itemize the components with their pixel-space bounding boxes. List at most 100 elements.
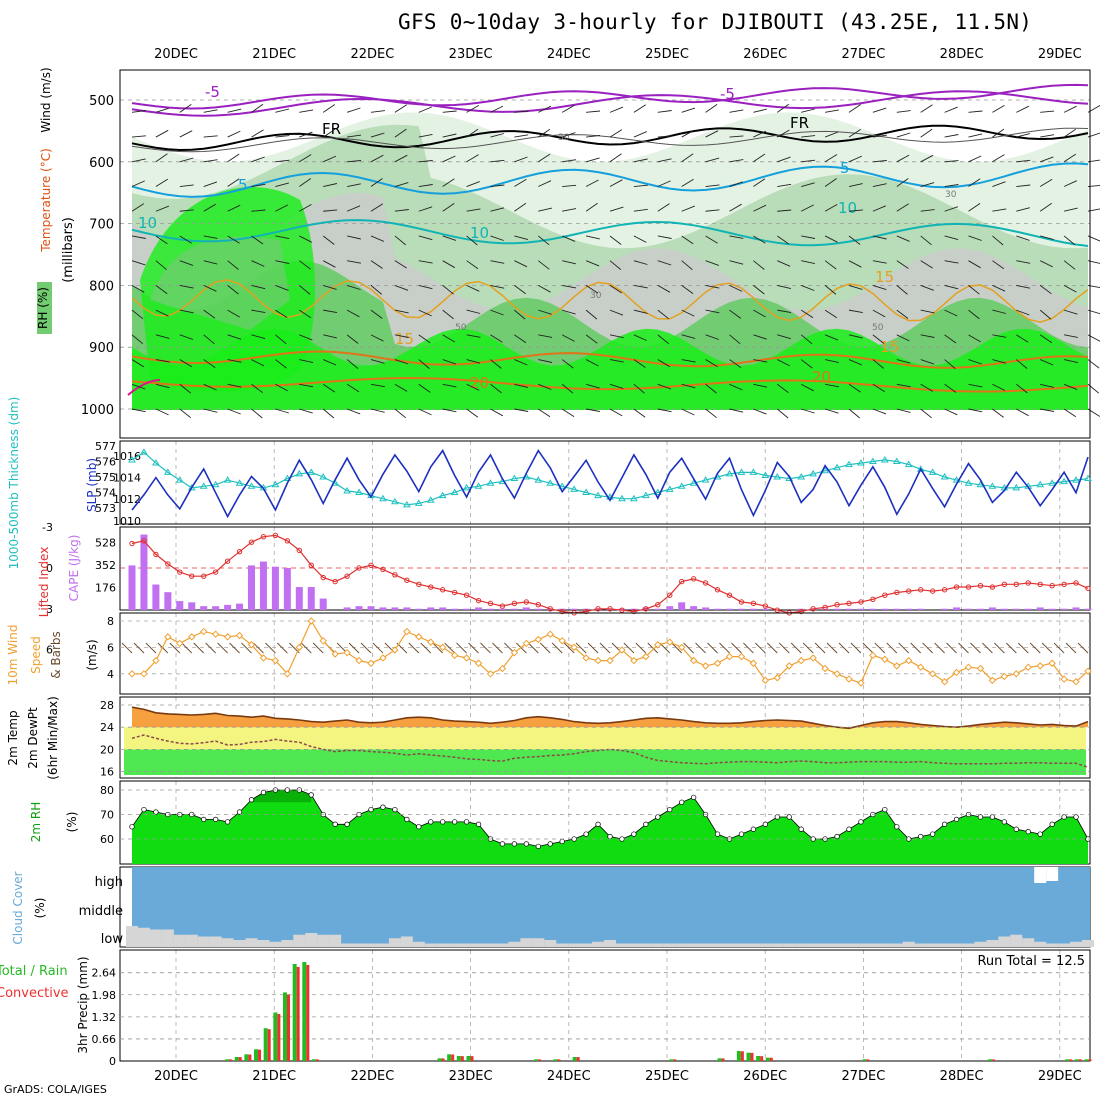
precip-tick-label: 2.64 bbox=[92, 967, 117, 980]
cape-bar bbox=[534, 608, 542, 610]
wind-barb bbox=[848, 235, 861, 245]
wind-barb bbox=[145, 642, 157, 654]
wind-barb bbox=[562, 159, 577, 163]
wind-barb bbox=[394, 260, 407, 269]
wind-barb bbox=[562, 309, 576, 315]
wind-barb bbox=[394, 235, 406, 246]
cloud-low-bar bbox=[520, 938, 533, 947]
date-label-bottom: 21DEC bbox=[252, 1069, 296, 1084]
wind-barb bbox=[275, 284, 289, 291]
wind-speed-point bbox=[534, 635, 543, 644]
thickness-point bbox=[402, 500, 411, 508]
wind-barb bbox=[179, 104, 192, 113]
wind-barb bbox=[490, 383, 502, 394]
wind-barb bbox=[227, 204, 241, 212]
wind-barb bbox=[585, 285, 599, 294]
wind-barb bbox=[896, 359, 911, 364]
wind-barb bbox=[633, 235, 647, 243]
wind-barb bbox=[490, 184, 505, 187]
thickness-point bbox=[1084, 474, 1092, 482]
wind-speed-point bbox=[952, 668, 961, 677]
wind-speed-point bbox=[821, 664, 829, 673]
wind-barb bbox=[944, 206, 959, 212]
wind-barb bbox=[944, 184, 959, 187]
precip-convective-bar bbox=[470, 1056, 474, 1061]
precip-convective-bar bbox=[991, 1059, 995, 1061]
rh2m-axis-label: 2m RH bbox=[29, 802, 43, 843]
wind-barb bbox=[561, 383, 574, 394]
wind-speed-point bbox=[833, 670, 841, 678]
wind-barb bbox=[896, 154, 910, 163]
wind-barb bbox=[1016, 359, 1028, 369]
wind-barb bbox=[155, 309, 169, 317]
wind-barb bbox=[920, 359, 935, 365]
precip-total-bar bbox=[669, 1059, 674, 1061]
wind-barb bbox=[408, 642, 420, 654]
wind-barb bbox=[681, 129, 695, 138]
rh2m-point bbox=[882, 806, 888, 813]
wind-barb bbox=[946, 642, 957, 654]
lifted-index-point bbox=[1073, 580, 1079, 586]
wind-speed-point bbox=[773, 674, 782, 682]
precip-convective-bar bbox=[238, 1057, 242, 1061]
thickness-point bbox=[737, 468, 746, 475]
date-label-top: 24DEC bbox=[547, 47, 591, 62]
wind-barb bbox=[131, 110, 146, 113]
thickness-point bbox=[558, 482, 567, 489]
wind-barb bbox=[370, 260, 383, 269]
wind-barb bbox=[968, 235, 982, 241]
wind-barb bbox=[609, 309, 624, 316]
wind-barb bbox=[585, 309, 598, 320]
wind-barb bbox=[1063, 260, 1076, 270]
thickness-point bbox=[152, 459, 160, 466]
lifted-index-point bbox=[212, 569, 219, 575]
cape-bar bbox=[857, 608, 865, 610]
wind-speed-point bbox=[546, 630, 554, 638]
wind-barb bbox=[623, 642, 635, 654]
wind-barb bbox=[826, 642, 838, 654]
wind-barb bbox=[681, 383, 696, 389]
wind-barb bbox=[992, 334, 1007, 338]
wind-tick-label: 6 bbox=[107, 641, 114, 654]
wind-barb bbox=[155, 129, 169, 138]
wind-barb bbox=[299, 204, 312, 212]
cape-bar bbox=[176, 601, 184, 610]
wind-barb bbox=[538, 260, 550, 270]
wind-barb bbox=[1040, 156, 1054, 163]
date-label-top: 25DEC bbox=[645, 47, 689, 62]
wind-barb bbox=[562, 284, 577, 289]
lifted-index-point bbox=[1049, 582, 1055, 589]
cape-bar bbox=[188, 602, 196, 610]
rh2m-point bbox=[583, 831, 589, 837]
wind-barb bbox=[346, 309, 360, 318]
wind-barb bbox=[418, 260, 433, 264]
wind-barb bbox=[920, 154, 934, 163]
wind-barb bbox=[1016, 260, 1031, 264]
wind-barb bbox=[179, 408, 191, 419]
lifted-index-point bbox=[380, 566, 386, 573]
cape-bar bbox=[271, 566, 279, 610]
lifted-index-point bbox=[774, 607, 780, 613]
wind-barb bbox=[347, 260, 361, 264]
pressure-tick-label: 600 bbox=[89, 156, 114, 171]
wind-barb bbox=[896, 235, 910, 242]
cloud-low-bar bbox=[819, 943, 832, 947]
wind-barb bbox=[705, 383, 717, 394]
wind-speed-point bbox=[283, 670, 292, 678]
wind-barb bbox=[1063, 207, 1078, 212]
cloud-low-bar bbox=[771, 943, 784, 947]
lifted-index-point bbox=[870, 596, 876, 602]
precip-convective-bar bbox=[866, 1059, 870, 1061]
wind-speed-point bbox=[128, 670, 136, 678]
cape-bar bbox=[427, 607, 435, 610]
wind-barb bbox=[633, 309, 648, 314]
wind-barb bbox=[705, 104, 718, 113]
wind-barb bbox=[777, 408, 789, 419]
wind-barb bbox=[346, 359, 359, 369]
wind-barb bbox=[896, 178, 909, 187]
wind-barb bbox=[753, 285, 765, 295]
cape-bar bbox=[1024, 608, 1032, 610]
wind-barb bbox=[729, 260, 744, 265]
wind-barb bbox=[562, 260, 576, 265]
wind-barb bbox=[155, 235, 168, 245]
